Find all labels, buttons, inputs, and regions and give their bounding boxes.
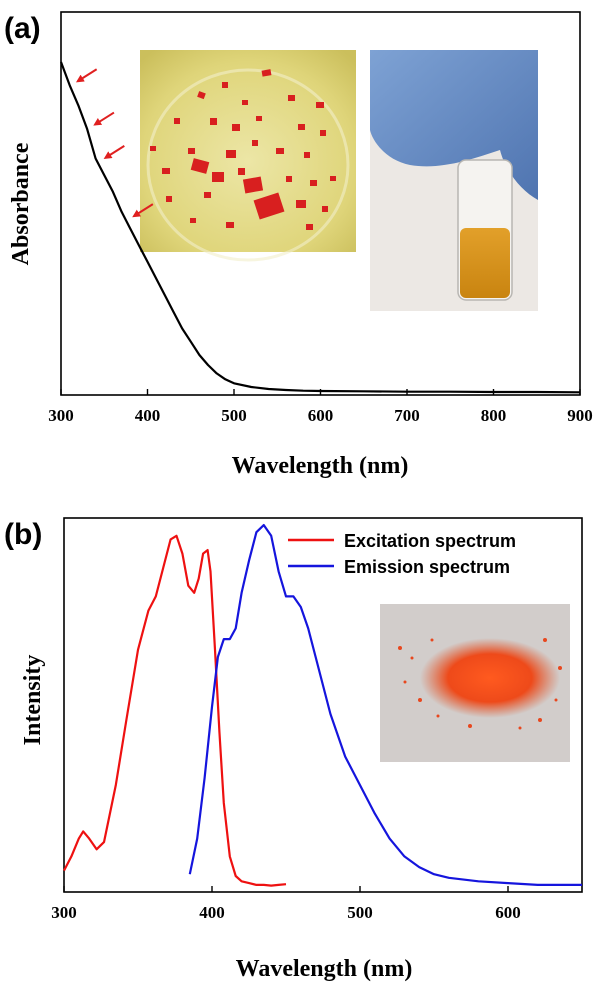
- powder-pile: [420, 638, 560, 718]
- panel-a: (a): [4, 11, 593, 479]
- legend-excitation-label: Excitation spectrum: [344, 531, 516, 551]
- red-arrow: [93, 111, 115, 126]
- series-line-b-0: [63, 534, 287, 887]
- panel-b-label: (b): [4, 518, 42, 551]
- x-tick-label: 400: [135, 406, 161, 425]
- red-arrow: [75, 68, 98, 83]
- x-tick-label: 500: [347, 903, 373, 922]
- orange-powder-photo: [380, 604, 570, 762]
- panel-a-label: (a): [4, 12, 41, 45]
- x-tick-label: 300: [48, 406, 74, 425]
- crystal-fragments: [150, 69, 336, 230]
- panel-b: (b) 300 400 500 600 Excitation spectrum Emi…: [4, 517, 583, 982]
- x-tick-label: 600: [495, 903, 521, 922]
- powder-specks: [398, 638, 562, 730]
- plot-b-lines: [63, 524, 582, 887]
- x-tick-label: 700: [394, 406, 420, 425]
- vial-solution-photo: [370, 50, 538, 311]
- plot-a-arrows: [75, 68, 154, 218]
- x-tick-label: 900: [567, 406, 593, 425]
- crystals-photo-background: [140, 50, 356, 252]
- x-tick-label: 500: [221, 406, 247, 425]
- glove: [370, 50, 538, 200]
- plot-a-x-ticks: 300 400 500 600 700 800 900: [48, 389, 593, 425]
- plot-a-lines: [59, 61, 581, 394]
- vial-liquid: [460, 228, 510, 298]
- legend-emission-label: Emission spectrum: [344, 557, 510, 577]
- x-tick-label: 400: [199, 903, 225, 922]
- x-tick-label: 300: [51, 903, 77, 922]
- plot-b-box: [63, 517, 583, 893]
- series-line-a-0: [59, 61, 581, 394]
- plot-b-x-ticks: 300 400 500 600: [51, 886, 521, 922]
- red-crystals-photo: [140, 50, 356, 262]
- red-arrow: [132, 203, 154, 218]
- plot-a-xlabel: Wavelength (nm): [232, 453, 409, 479]
- plot-b-xlabel: Wavelength (nm): [236, 956, 413, 982]
- plot-b-ylabel: Intensity: [20, 655, 46, 746]
- series-line-b-1: [188, 524, 582, 886]
- x-tick-label: 800: [481, 406, 507, 425]
- dish-rim: [146, 68, 350, 262]
- plot-b-legend: Excitation spectrum Emission spectrum: [288, 531, 516, 577]
- red-arrow: [103, 145, 125, 159]
- plot-a-ylabel: Absorbance: [8, 142, 34, 265]
- x-tick-label: 600: [308, 406, 334, 425]
